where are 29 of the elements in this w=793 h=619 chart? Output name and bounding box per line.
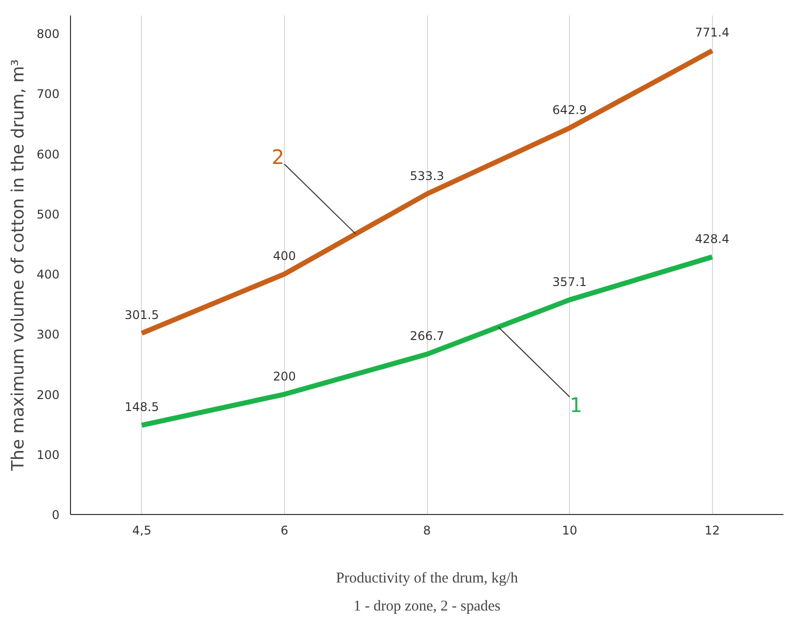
data-label: 357.1 — [552, 274, 587, 289]
x-tick-label: 12 — [704, 524, 720, 538]
text: 2 — [272, 145, 284, 170]
y-tick-label: 700 — [36, 87, 60, 102]
y-tick-label: 100 — [36, 448, 60, 462]
data-label: 266.7 — [410, 329, 444, 344]
x-axis-title: Productivity of the drum, kg/h — [336, 570, 519, 586]
y-tick-label: 500 — [36, 207, 60, 222]
y-tick-label: 800 — [36, 27, 60, 42]
y-tick-label: 600 — [36, 147, 60, 162]
x-tick-label: 8 — [423, 524, 431, 538]
y-tick-label: 400 — [36, 268, 60, 282]
text: 1 — [570, 392, 582, 417]
data-label: 400 — [272, 249, 296, 264]
data-label: 771.4 — [695, 26, 730, 40]
y-axis-title: The maximum volume of cotton in the drum, m³ — [8, 59, 29, 472]
data-label: 533.3 — [410, 168, 444, 183]
x-tick-label: 10 — [562, 524, 578, 538]
data-label: 148.5 — [124, 400, 159, 414]
x-tick-label: 4,5 — [132, 524, 152, 538]
text: 1 - drop zone, 2 - spades — [353, 598, 501, 614]
data-label: 200 — [272, 369, 296, 384]
data-label: 428.4 — [695, 232, 730, 246]
y-tick-label: 200 — [36, 388, 60, 402]
x-tick-label: 6 — [280, 524, 288, 538]
y-tick-label: 0 — [52, 508, 60, 522]
data-label: 301.5 — [124, 308, 159, 322]
y-tick-label: 300 — [36, 328, 60, 342]
data-label: 642.9 — [552, 102, 587, 117]
